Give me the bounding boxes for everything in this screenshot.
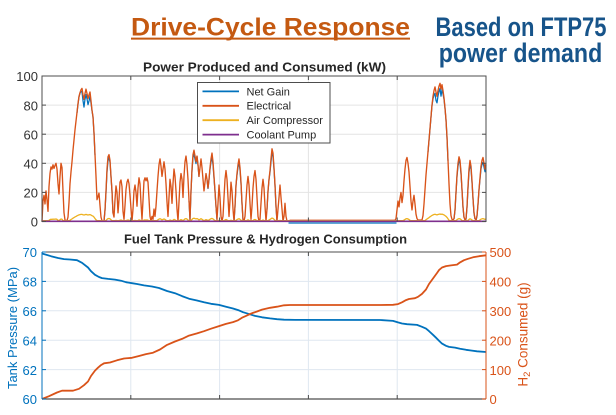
svg-text:Fuel Tank Pressure & Hydrogen: Fuel Tank Pressure & Hydrogen Consumptio… [124,233,407,247]
svg-text:62: 62 [23,363,37,378]
svg-text:40: 40 [24,157,38,172]
svg-text:Electrical: Electrical [247,101,292,113]
svg-text:Tank Pressure (MPa): Tank Pressure (MPa) [5,267,20,389]
svg-text:0: 0 [490,392,497,407]
svg-text:400: 400 [490,275,512,290]
svg-text:500: 500 [490,245,512,260]
svg-text:Based on FTP75: Based on FTP75 [436,12,607,42]
svg-text:70: 70 [23,245,37,260]
svg-text:H2 Consumed (g): H2 Consumed (g) [516,282,534,386]
svg-text:Air Compressor: Air Compressor [247,115,324,127]
svg-text:64: 64 [23,333,37,348]
svg-text:60: 60 [24,127,38,142]
svg-text:20: 20 [24,186,38,201]
svg-text:power demand: power demand [439,38,603,68]
svg-text:300: 300 [490,304,512,319]
svg-text:Coolant Pump: Coolant Pump [247,130,317,142]
svg-text:Drive-Cycle Response: Drive-Cycle Response [131,14,410,42]
svg-text:68: 68 [23,275,37,290]
svg-text:80: 80 [24,98,38,113]
svg-text:66: 66 [23,304,37,319]
svg-text:Net Gain: Net Gain [247,86,290,98]
svg-text:100: 100 [16,69,38,84]
svg-text:Power Produced and Consumed (k: Power Produced and Consumed (kW) [143,61,386,75]
svg-text:0: 0 [31,215,38,230]
svg-text:100: 100 [490,363,512,378]
svg-text:60: 60 [23,392,37,407]
svg-text:200: 200 [490,333,512,348]
